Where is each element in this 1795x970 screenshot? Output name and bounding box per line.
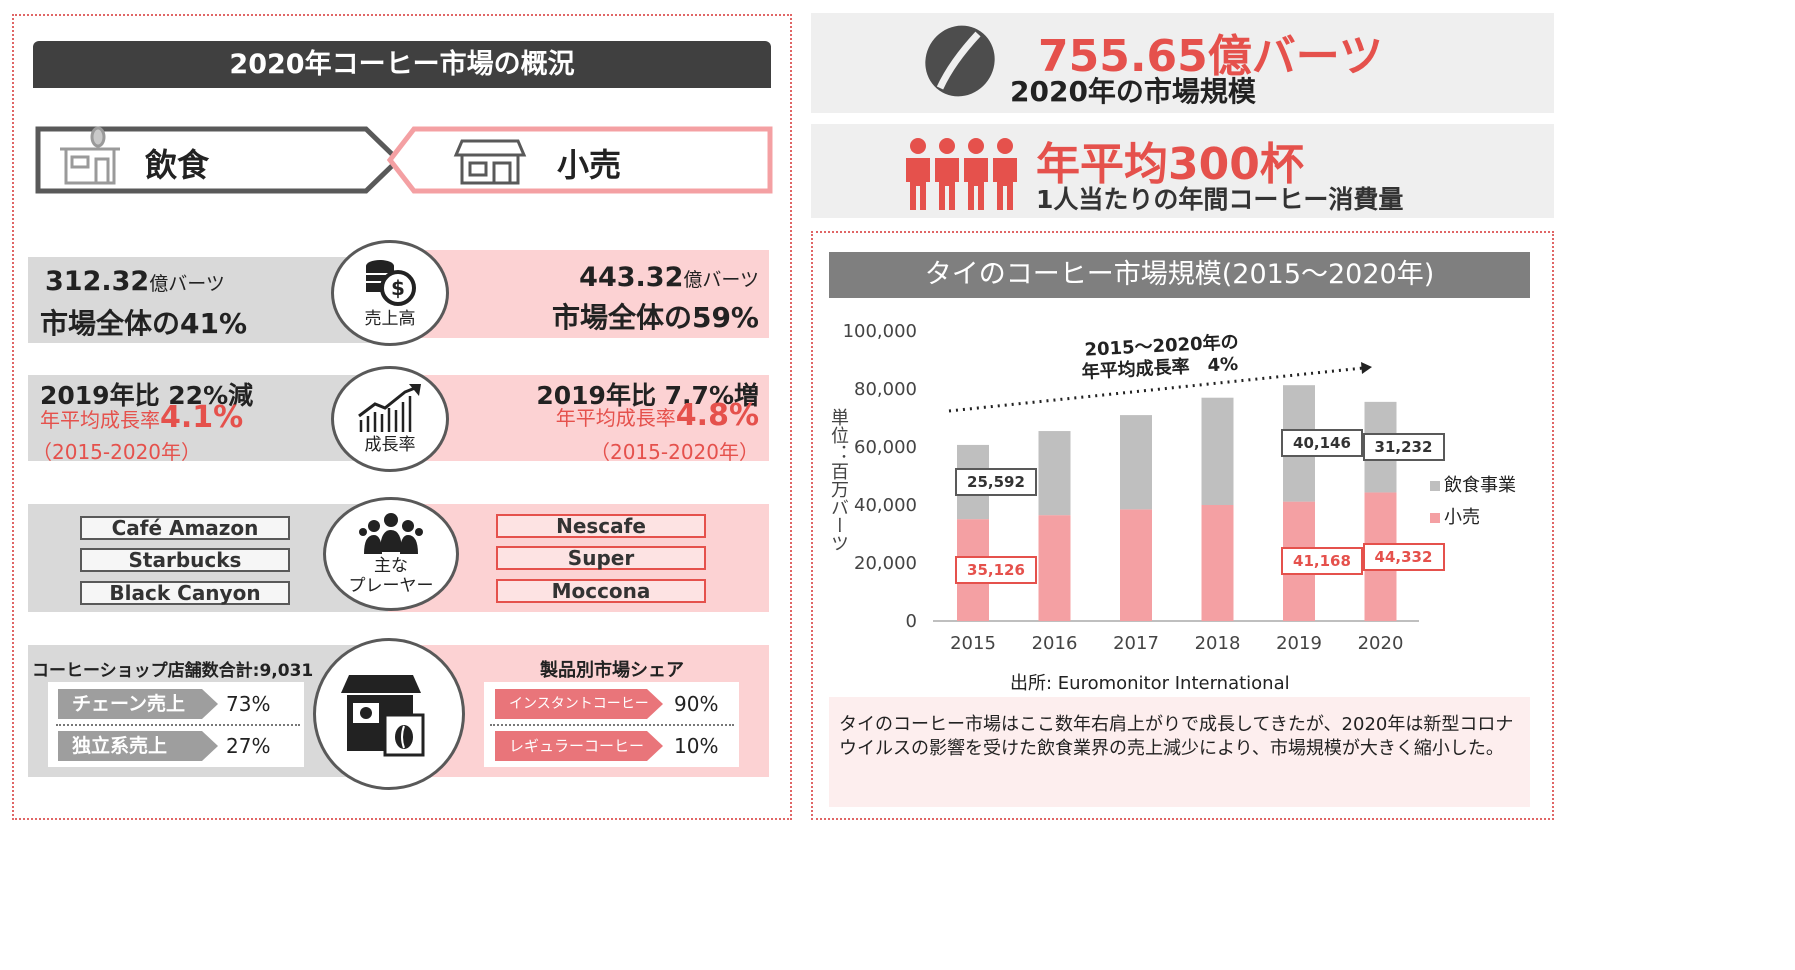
y-tick-20000: 20,000	[854, 553, 917, 574]
x-tick-2015: 2015	[950, 633, 996, 654]
y-tick-100000: 100,000	[842, 321, 917, 342]
bar-food-2018	[1201, 397, 1234, 505]
consumption-box	[811, 124, 1554, 218]
products-row-regular-value: 10%	[674, 734, 719, 758]
retail-brand-moccona: Moccona	[496, 579, 706, 603]
chart-source: 出所: Euromonitor International	[1010, 673, 1290, 694]
store-icon	[453, 139, 527, 185]
chart-description: タイのコーヒー市場はここ数年右肩上がりで成長してきたが、2020年は新型コロナウ…	[839, 714, 1514, 759]
category-header	[35, 126, 773, 194]
x-tick-2017: 2017	[1113, 633, 1159, 654]
y-tick-40000: 40,000	[854, 495, 917, 516]
shops-row-independent-value: 27%	[226, 734, 271, 758]
y-axis-label: 単位：百万バーツ	[828, 408, 849, 552]
bar-retail-2016	[1038, 515, 1071, 621]
players-circle-label-2: プレーヤー	[348, 576, 434, 596]
shop-circle	[313, 638, 465, 790]
x-tick-2018: 2018	[1195, 633, 1241, 654]
data-label-food-2020: 31,232	[1362, 433, 1445, 462]
retail-brand-nescafe: Nescafe	[496, 514, 706, 538]
y-tick-60000: 60,000	[854, 437, 917, 458]
sales-retail-band	[388, 250, 769, 338]
shops-row-chain-label: チェーン売上	[58, 689, 218, 719]
bar-retail-2018	[1201, 505, 1234, 621]
market-size-value: 755.65億バーツ	[1038, 31, 1383, 82]
bar-food-2017	[1120, 415, 1152, 510]
bar-retail-2017	[1120, 509, 1152, 621]
legend-item-food: 飲食事業	[1430, 470, 1516, 502]
sales-food-share: 市場全体の41%	[40, 307, 248, 340]
sales-food-band	[28, 257, 388, 343]
data-label-food-2015: 25,592	[955, 468, 1037, 497]
food-brand-black-canyon: Black Canyon	[80, 581, 290, 605]
growth-retail-cagr: 年平均成長率4.8%	[555, 398, 759, 433]
y-tick-0: 0	[905, 611, 917, 632]
people-icon	[906, 138, 1017, 210]
shops-table: チェーン売上 73% 独立系売上 27%	[48, 682, 304, 767]
y-tick-80000: 80,000	[854, 379, 917, 400]
shops-row-chain-value: 73%	[226, 692, 271, 716]
food-category-label: 飲食	[145, 146, 210, 184]
sales-retail-value: 443.32億バーツ	[579, 262, 759, 293]
data-label-food-2019: 40,146	[1281, 429, 1363, 458]
chart-description-box: タイのコーヒー市場はここ数年右肩上がりで成長してきたが、2020年は新型コロナウ…	[829, 697, 1530, 807]
growth-food-period: （2015-2020年）	[32, 440, 202, 464]
products-row-instant-value: 90%	[674, 692, 719, 716]
growth-food-cagr: 年平均成長率4.1%	[40, 400, 244, 435]
legend: 飲食事業 小売	[1430, 470, 1516, 534]
sales-circle: $ 売上高	[331, 240, 449, 346]
shops-table-divider	[56, 724, 300, 726]
legend-item-retail: 小売	[1430, 502, 1516, 534]
trend-arrow-head	[1361, 362, 1372, 374]
consumption-label: 1人当たりの年間コーヒー消費量	[1036, 185, 1404, 214]
players-circle: 主な プレーヤー	[323, 497, 459, 611]
food-brand-cafe-amazon: Café Amazon	[80, 516, 290, 540]
data-label-retail-2020: 44,332	[1362, 542, 1445, 571]
x-tick-2019: 2019	[1276, 633, 1322, 654]
growth-food-yoy: 2019年比 22%減	[40, 381, 254, 410]
svg-text:$: $	[391, 276, 405, 300]
left-panel-frame	[12, 14, 792, 820]
products-table-divider	[490, 724, 734, 726]
products-title: 製品別市場シェア	[540, 660, 684, 681]
products-row-instant-label: インスタントコーヒー	[495, 689, 663, 719]
data-label-retail-2019: 41,168	[1281, 547, 1363, 576]
consumption-value: 年平均300杯	[1036, 139, 1304, 190]
shops-row-independent-label: 独立系売上	[58, 731, 218, 761]
products-table: インスタントコーヒー 90% レギュラーコーヒー 10%	[484, 682, 739, 767]
x-tick-2016: 2016	[1032, 633, 1078, 654]
sales-food-value: 312.32億バーツ	[45, 266, 225, 297]
food-category-arrow	[35, 126, 402, 194]
growth-retail-period: （2015-2020年）	[589, 440, 759, 464]
shops-title: コーヒーショップ店舗数合計:9,031	[32, 661, 314, 681]
products-row-regular-label: レギュラーコーヒー	[495, 731, 663, 761]
sales-retail-share: 市場全体の59%	[551, 301, 759, 334]
market-size-label: 2020年の市場規模	[1010, 75, 1256, 108]
growth-circle-label: 成長率	[364, 435, 416, 455]
coins-dollar-icon: $	[366, 260, 416, 306]
growth-food-band	[28, 375, 388, 461]
left-panel-title: 2020年コーヒー市場の概況	[33, 41, 771, 88]
chart-title: タイのコーヒー市場規模(2015～2020年)	[829, 252, 1530, 298]
restaurant-icon	[60, 126, 120, 185]
sales-circle-label: 売上高	[364, 309, 416, 329]
coffee-shop-icon	[341, 675, 425, 757]
data-label-retail-2015: 35,126	[955, 556, 1037, 585]
x-tick-2020: 2020	[1358, 633, 1404, 654]
growth-circle: 成長率	[331, 366, 449, 472]
people-group-icon	[359, 513, 423, 554]
food-brand-starbucks: Starbucks	[80, 548, 290, 572]
growth-retail-yoy: 2019年比 7.7%増	[536, 381, 759, 410]
growth-retail-band	[388, 375, 769, 461]
retail-category-label: 小売	[557, 146, 622, 184]
chart-panel-frame	[811, 231, 1554, 820]
retail-brand-super: Super	[496, 546, 706, 570]
growth-chart-icon	[358, 384, 421, 432]
players-circle-label-1: 主な	[374, 556, 408, 576]
bar-food-2016	[1038, 431, 1071, 516]
coffee-bean-icon	[925, 25, 995, 97]
